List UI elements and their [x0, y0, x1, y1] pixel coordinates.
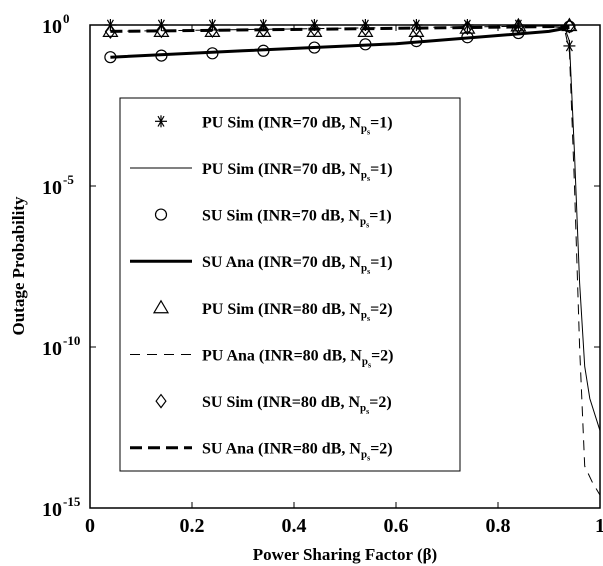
series-point-6	[104, 23, 117, 39]
legend-entry-0: PU Sim (INR=70 dB, Nps=1)	[155, 114, 393, 136]
series-point-2	[257, 44, 270, 57]
x-axis-title: Power Sharing Factor (β)	[253, 545, 437, 564]
series-point-6	[512, 19, 525, 35]
legend-label-main: SU Sim (INR=80 dB, N	[202, 394, 360, 411]
x-tick-label: 0	[85, 515, 95, 537]
legend-label: PU Sim (INR=70 dB, Nps=1)	[202, 161, 393, 183]
legend-entry-1: PU Sim (INR=70 dB, Nps=1)	[130, 161, 393, 183]
legend-label-tail: =2)	[370, 301, 392, 318]
y-tick-base: 10	[42, 499, 62, 521]
legend-label-tail: =1)	[369, 208, 391, 225]
series-point-6	[461, 20, 474, 36]
y-tick-label: 10 0	[42, 11, 70, 38]
legend-label-main: SU Sim (INR=70 dB, N	[202, 208, 360, 225]
legend-label: SU Sim (INR=70 dB, Nps=1)	[202, 208, 392, 230]
legend-label-subsub: s	[367, 267, 370, 276]
legend-label-sub: p	[360, 216, 366, 228]
legend-label-subsub: s	[367, 454, 370, 463]
legend-label: SU Sim (INR=80 dB, Nps=2)	[202, 394, 392, 416]
legend-marker-sample	[154, 208, 168, 221]
series-point-6	[410, 20, 423, 36]
y-tick-exponent: -15	[63, 494, 81, 509]
legend-entry-2: SU Sim (INR=70 dB, Nps=1)	[154, 208, 392, 230]
series-point-2	[512, 26, 525, 40]
y-tick-exponent: -10	[63, 333, 80, 348]
x-tick-label: 1	[595, 515, 603, 537]
legend-label-main: PU Sim (INR=70 dB, N	[202, 114, 361, 131]
series-line-5	[110, 25, 600, 496]
series-point-6	[563, 18, 576, 34]
x-tick-label: 0.8	[486, 515, 511, 537]
y-axis-title: Outage Probability	[9, 196, 28, 335]
series-point-6	[257, 22, 270, 38]
legend-marker-sample	[155, 115, 167, 128]
legend-label-tail: =1)	[370, 114, 392, 131]
series-point-6	[155, 23, 168, 39]
legend-label: PU Sim (INR=70 dB, Nps=1)	[202, 114, 393, 136]
legend-label-sub: p	[361, 309, 367, 321]
legend-label-subsub: s	[367, 314, 370, 323]
legend-label-sub: p	[361, 169, 367, 181]
legend-label-subsub: s	[366, 407, 369, 416]
legend-label-main: SU Ana (INR=70 dB, N	[202, 254, 361, 271]
series-line-3	[110, 26, 570, 59]
series-point-2	[359, 38, 372, 51]
legend-marker-sample	[155, 393, 167, 409]
x-tick-label: 0.6	[384, 515, 409, 537]
legend-label-tail: =2)	[370, 441, 392, 458]
legend-label-main: PU Ana (INR=80 dB, N	[202, 347, 362, 364]
series-line-7	[110, 25, 570, 33]
y-tick-exponent: 0	[63, 11, 70, 26]
y-tick-base: 10	[42, 338, 62, 360]
legend-label-subsub: s	[367, 174, 370, 183]
legend-label-tail: =2)	[371, 347, 393, 364]
legend-label-subsub: s	[366, 221, 369, 230]
y-tick-base: 10	[42, 177, 62, 199]
legend-entry-7: SU Ana (INR=80 dB, Nps=2)	[130, 441, 393, 463]
legend-label-sub: p	[360, 402, 366, 414]
legend-entry-5: PU Ana (INR=80 dB, Nps=2)	[130, 347, 394, 369]
y-tick-label: 10 -5	[42, 172, 74, 199]
y-tick-exponent: -5	[63, 172, 74, 187]
series-point-6	[206, 22, 219, 38]
legend-entry-4: PU Sim (INR=80 dB, Nps=2)	[152, 299, 393, 323]
legend-entry-6: SU Sim (INR=80 dB, Nps=2)	[155, 393, 392, 416]
legend-label: PU Ana (INR=80 dB, Nps=2)	[202, 347, 394, 369]
legend-label: SU Ana (INR=80 dB, Nps=2)	[202, 441, 393, 463]
legend-entry-3: SU Ana (INR=70 dB, Nps=1)	[130, 254, 393, 276]
legend-box	[119, 97, 461, 472]
x-tick-label: 0.4	[282, 515, 307, 537]
legend-label: PU Sim (INR=80 dB, Nps=2)	[202, 301, 393, 323]
legend-label-tail: =2)	[369, 394, 391, 411]
x-tick-label: 0.2	[180, 515, 205, 537]
legend-label-tail: =1)	[370, 161, 392, 178]
series-point-0	[563, 39, 576, 52]
legend-label-tail: =1)	[370, 254, 392, 271]
legend-label-main: PU Sim (INR=70 dB, N	[202, 161, 361, 178]
legend-label-sub: p	[361, 122, 367, 134]
legend-label-subsub: s	[367, 127, 370, 136]
y-tick-base: 10	[42, 16, 62, 38]
series-point-6	[308, 21, 321, 37]
y-tick-label: 10 -15	[42, 494, 81, 521]
series-point-2	[308, 41, 321, 54]
series-point-2	[104, 51, 117, 64]
series-point-2	[155, 49, 168, 62]
series-point-2	[461, 31, 474, 44]
legend-marker-sample	[152, 299, 170, 314]
markers-layer	[102, 17, 578, 64]
legend-label-sub: p	[361, 262, 367, 274]
y-tick-label: 10 -10	[42, 333, 80, 360]
legend-label: SU Ana (INR=70 dB, Nps=1)	[202, 254, 393, 276]
legend-label-main: PU Sim (INR=80 dB, N	[202, 301, 361, 318]
legend: PU Sim (INR=70 dB, Nps=1)PU Sim (INR=70 …	[119, 97, 461, 472]
series-point-2	[206, 47, 219, 60]
legend-label-main: SU Ana (INR=80 dB, N	[202, 441, 361, 458]
legend-label-sub: p	[362, 355, 368, 367]
legend-label-subsub: s	[368, 360, 371, 369]
series-point-6	[359, 21, 372, 37]
legend-label-sub: p	[361, 449, 367, 461]
